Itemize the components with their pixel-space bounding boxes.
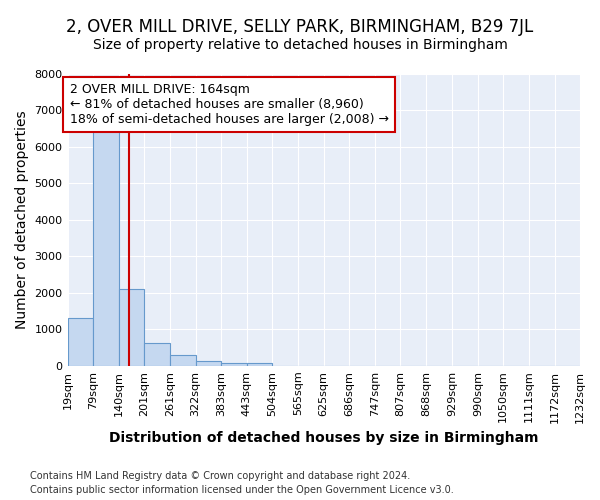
Text: Size of property relative to detached houses in Birmingham: Size of property relative to detached ho…	[92, 38, 508, 52]
Bar	[119, 289, 145, 366]
Bar	[93, 125, 119, 366]
Bar	[170, 355, 196, 366]
X-axis label: Distribution of detached houses by size in Birmingham: Distribution of detached houses by size …	[109, 431, 539, 445]
Y-axis label: Number of detached properties: Number of detached properties	[15, 110, 29, 329]
Text: Contains public sector information licensed under the Open Government Licence v3: Contains public sector information licen…	[30, 485, 454, 495]
Bar	[247, 363, 272, 366]
Text: 2, OVER MILL DRIVE, SELLY PARK, BIRMINGHAM, B29 7JL: 2, OVER MILL DRIVE, SELLY PARK, BIRMINGH…	[67, 18, 533, 36]
Text: Contains HM Land Registry data © Crown copyright and database right 2024.: Contains HM Land Registry data © Crown c…	[30, 471, 410, 481]
Bar	[145, 343, 170, 366]
Bar	[221, 362, 247, 366]
Text: 2 OVER MILL DRIVE: 164sqm
← 81% of detached houses are smaller (8,960)
18% of se: 2 OVER MILL DRIVE: 164sqm ← 81% of detac…	[70, 83, 389, 126]
Bar	[68, 318, 93, 366]
Bar	[196, 362, 221, 366]
